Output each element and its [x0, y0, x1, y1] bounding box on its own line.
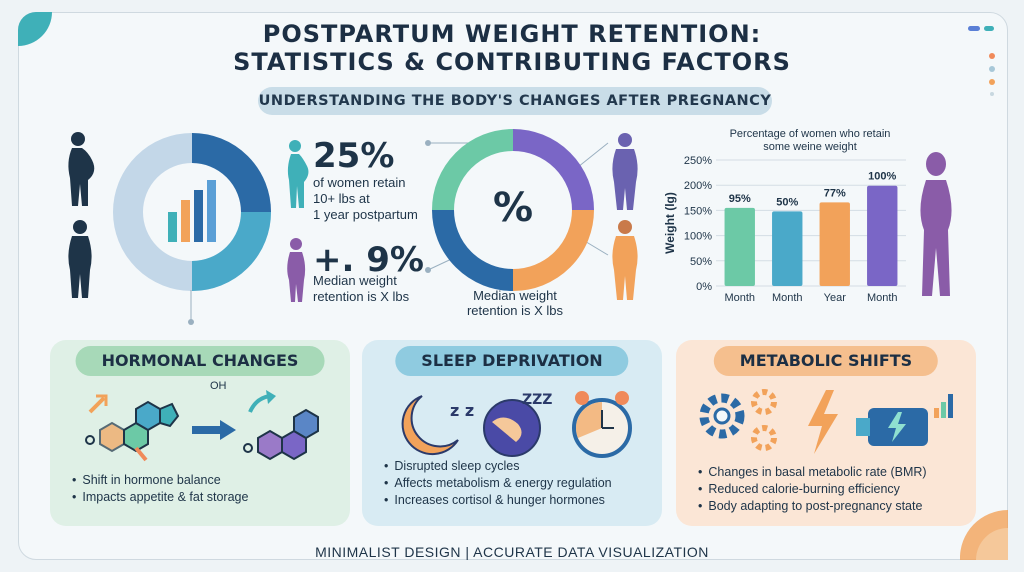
stat1-line-2: 10+ lbs at: [313, 191, 370, 206]
bar-icon-1: [168, 212, 177, 242]
stat2-line-1: Median weight: [313, 273, 397, 288]
hormonal-bullets: Shift in hormone balance Impacts appetit…: [72, 472, 248, 506]
woman-figure-blue-icon: [612, 133, 638, 210]
panel-metabolic-shifts: METABOLIC SHIFTS Changes in basal metabo…: [676, 340, 976, 526]
woman-figure-purple-icon: [287, 238, 306, 302]
oh-label: OH: [210, 380, 227, 392]
panel-hormonal-changes: HORMONAL CHANGES OH Shift in hormone bal…: [50, 340, 350, 526]
lightning-icon: [808, 390, 838, 454]
data-label: 95%: [729, 193, 751, 205]
data-label: 77%: [824, 187, 846, 199]
list-item: Increases cortisol & hunger hormones: [384, 492, 612, 509]
metabolic-icons: [699, 389, 953, 454]
ring-caption: Median weight retention is X lbs: [440, 288, 590, 318]
list-item: Reduced calorie-burning efficiency: [698, 481, 927, 498]
corner-decoration-bottom-right: [960, 510, 1008, 560]
svg-text:ZZZ: ZZZ: [522, 392, 552, 408]
bar: [724, 207, 755, 286]
bar: [772, 211, 803, 286]
list-item: Affects metabolism & energy regulation: [384, 475, 611, 492]
bar-icon-2: [181, 200, 190, 242]
bar-icon-4: [207, 180, 216, 242]
connector-dot: [188, 290, 194, 325]
pregnant-figure-teal-icon: [287, 140, 309, 208]
stat-25-percent: 25%: [313, 136, 395, 176]
stat-9-percent: +. 9%: [313, 240, 424, 280]
x-tick-label: Month: [867, 292, 898, 304]
x-tick-label: Year: [824, 292, 847, 304]
chart-title-line-1: Percentage of women who retain: [729, 128, 891, 140]
panel-title-metabolic: METABOLIC SHIFTS: [713, 346, 939, 376]
stat2-description: Median weight retention is X lbs: [313, 273, 409, 305]
y-tick-label: 100%: [684, 231, 712, 243]
woman-figure-orange-icon: [612, 220, 638, 300]
stat1-line-3: 1 year postpartum: [313, 207, 418, 222]
bar: [819, 202, 850, 286]
corner-decoration-top-left: [18, 12, 52, 46]
stat1-line-1: of women retain: [313, 175, 406, 190]
page-title-line-2: STATISTICS & CONTRIBUTING FACTORS: [233, 48, 791, 76]
bar-chart: Weight (lg) 0% 50% 100% 150% 200% 250% 95% Month…: [663, 155, 906, 304]
page-subtitle: UNDERSTANDING THE BODY'S CHANGES AFTER P…: [258, 87, 772, 115]
list-item: Impacts appetite & fat storage: [72, 489, 248, 506]
panel-title-sleep: SLEEP DEPRIVATION: [395, 346, 629, 376]
data-label: 50%: [776, 196, 798, 208]
sleep-icons: z z ZZZ: [401, 391, 632, 458]
panel-title-hormonal: HORMONAL CHANGES: [75, 346, 325, 376]
chart-title: Percentage of women who retain some wein…: [700, 128, 920, 154]
pregnant-silhouette-icon: [68, 132, 95, 206]
ring-caption-line-2: retention is X lbs: [466, 303, 564, 318]
page-title-line-1: POSTPARTUM WEIGHT RETENTION:: [262, 20, 762, 48]
list-item: Changes in basal metabolic rate (BMR): [698, 464, 926, 481]
y-tick-label: 250%: [684, 155, 712, 167]
list-item: Body adapting to post-pregnancy state: [698, 498, 927, 515]
bar: [867, 185, 898, 286]
list-item: Shift in hormone balance: [72, 472, 248, 489]
list-item: Disrupted sleep cycles: [384, 458, 612, 475]
data-label: 100%: [868, 171, 896, 183]
woman-silhouette-icon: [68, 220, 92, 298]
bar-icon-3: [194, 190, 203, 242]
footer-tagline: MINIMALIST DESIGN | ACCURATE DATA VISUAL…: [315, 544, 709, 560]
panel-sleep-deprivation: SLEEP DEPRIVATION z z ZZZ Disrupted slee…: [362, 340, 662, 526]
x-tick-label: Month: [772, 292, 803, 304]
gear-icon: [699, 393, 745, 439]
y-tick-label: 0%: [696, 281, 712, 293]
y-tick-label: 200%: [684, 180, 712, 192]
x-tick-label: Month: [724, 292, 755, 304]
center-ring-chart: [425, 129, 609, 291]
y-tick-label: 50%: [690, 256, 712, 268]
y-tick-label: 150%: [684, 205, 712, 217]
chart-title-line-2: some weine weight: [763, 141, 857, 153]
y-axis-label: Weight (lg): [663, 192, 677, 254]
metabolic-bullets: Changes in basal metabolic rate (BMR) Re…: [698, 464, 927, 515]
woman-standing-silhouette-icon: [920, 152, 952, 296]
stat2-line-2: retention is X lbs: [313, 289, 410, 304]
ring-caption-line-1: Median weight: [473, 288, 557, 303]
dots-decoration-top-right: [968, 26, 995, 96]
moon-icon: [401, 395, 459, 456]
donut-chart-left: [113, 133, 271, 291]
percent-symbol: %: [492, 185, 534, 231]
sleep-bullets: Disrupted sleep cycles Affects metabolis…: [384, 458, 612, 509]
hormone-molecule-icon: [85, 390, 319, 462]
svg-text:z z: z z: [450, 401, 474, 420]
stat1-description: of women retain 10+ lbs at 1 year postpa…: [313, 175, 418, 223]
